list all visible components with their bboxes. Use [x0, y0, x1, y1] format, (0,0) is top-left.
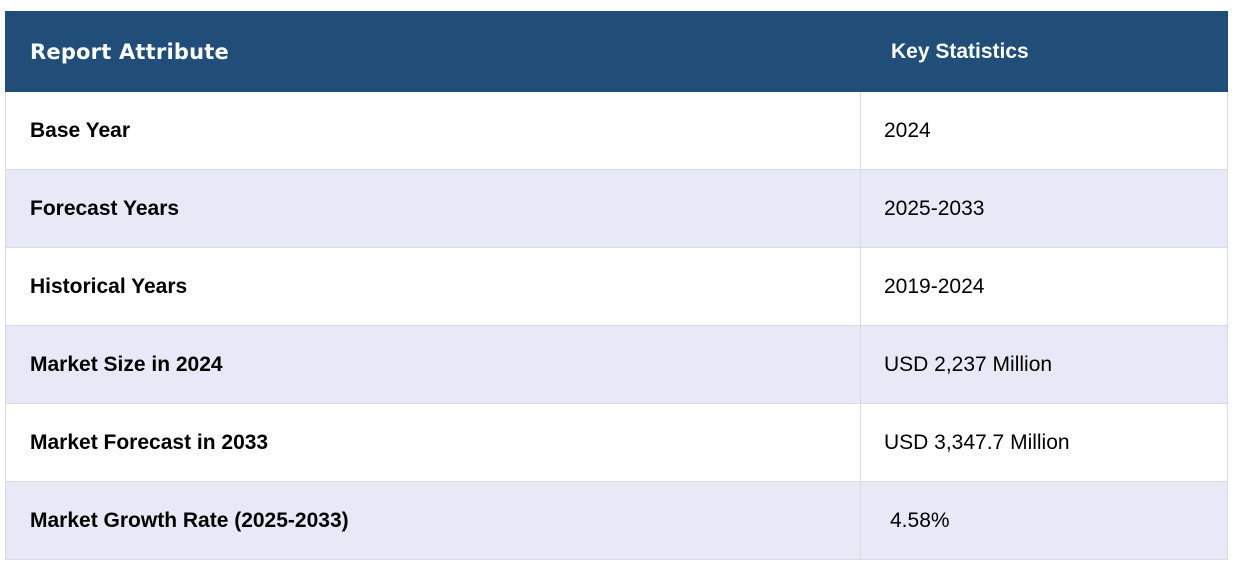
table-row: Historical Years 2019-2024 — [5, 247, 1228, 326]
row-attribute: Market Forecast in 2033 — [5, 403, 861, 482]
row-value: 2025-2033 — [860, 169, 1228, 248]
table-body: Base Year 2024 Forecast Years 2025-2033 … — [5, 91, 1228, 560]
row-value: USD 2,237 Million — [860, 325, 1228, 404]
report-statistics-table: Report Attribute Key Statistics Base Yea… — [5, 11, 1228, 560]
row-value: 4.58% — [860, 481, 1228, 560]
table-row: Base Year 2024 — [5, 91, 1228, 170]
row-attribute: Market Growth Rate (2025-2033) — [5, 481, 861, 560]
table-row: Market Size in 2024 USD 2,237 Million — [5, 325, 1228, 404]
column-header-report-attribute: Report Attribute — [5, 11, 861, 92]
row-attribute: Market Size in 2024 — [5, 325, 861, 404]
row-attribute: Historical Years — [5, 247, 861, 326]
row-attribute: Forecast Years — [5, 169, 861, 248]
row-value: 2019-2024 — [860, 247, 1228, 326]
header-row: Report Attribute Key Statistics — [5, 11, 1228, 92]
table-row: Market Forecast in 2033 USD 3,347.7 Mill… — [5, 403, 1228, 482]
table-row: Market Growth Rate (2025-2033) 4.58% — [5, 481, 1228, 560]
row-attribute: Base Year — [5, 91, 861, 170]
row-value: 2024 — [860, 91, 1228, 170]
table-header: Report Attribute Key Statistics — [5, 11, 1228, 92]
column-header-key-statistics: Key Statistics — [860, 11, 1228, 92]
table-row: Forecast Years 2025-2033 — [5, 169, 1228, 248]
report-statistics-container: Report Attribute Key Statistics Base Yea… — [5, 11, 1228, 560]
row-value: USD 3,347.7 Million — [860, 403, 1228, 482]
